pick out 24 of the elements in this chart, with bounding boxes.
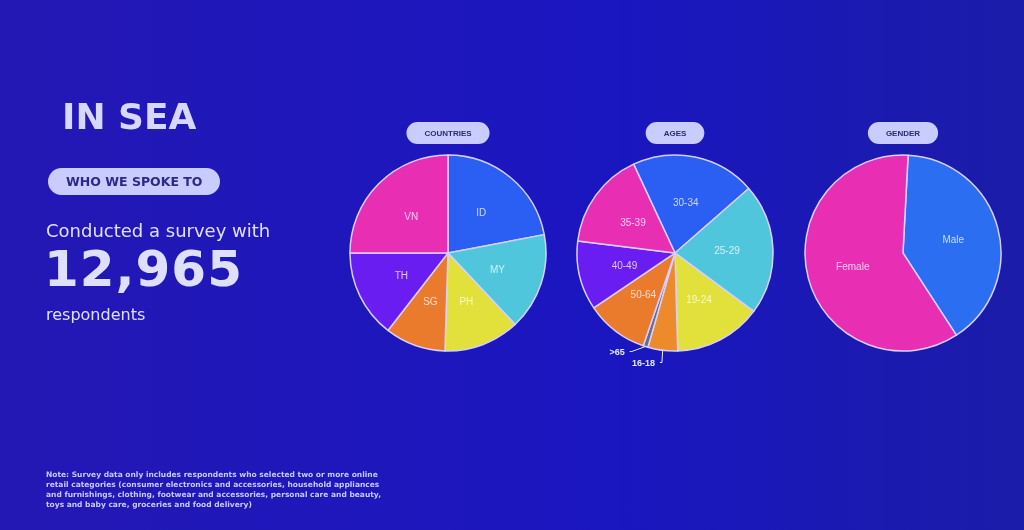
slice-label: VN	[404, 210, 419, 222]
slice-label: 50-64	[630, 288, 657, 300]
chart-title: COUNTRIES	[424, 128, 473, 138]
text: respondents	[46, 305, 146, 324]
slice-label: Male	[942, 234, 965, 246]
slice-label: PH	[459, 296, 474, 308]
slice-label: 25-29	[714, 245, 741, 257]
slice-label: TH	[394, 270, 408, 282]
slice-label: SG	[423, 296, 438, 308]
slice-label: >65	[609, 346, 625, 357]
slice-label: 40-49	[611, 259, 638, 271]
slice-label: ID	[476, 207, 487, 219]
slice-label: 19-24	[686, 293, 713, 305]
chart-title: GENDER	[885, 128, 921, 138]
chart-title: AGES	[663, 128, 687, 138]
slice-label: 16-18	[631, 357, 655, 368]
slice-label: MY	[489, 263, 506, 275]
slice-label: Female	[836, 260, 870, 272]
text: Conducted a survey with	[46, 220, 271, 241]
slice-label: 35-39	[620, 216, 647, 228]
text: 12,965	[44, 240, 243, 298]
text: IN SEA	[62, 96, 197, 137]
slice-label: 30-34	[672, 196, 699, 208]
text: WHO WE SPOKE TO	[48, 168, 221, 195]
